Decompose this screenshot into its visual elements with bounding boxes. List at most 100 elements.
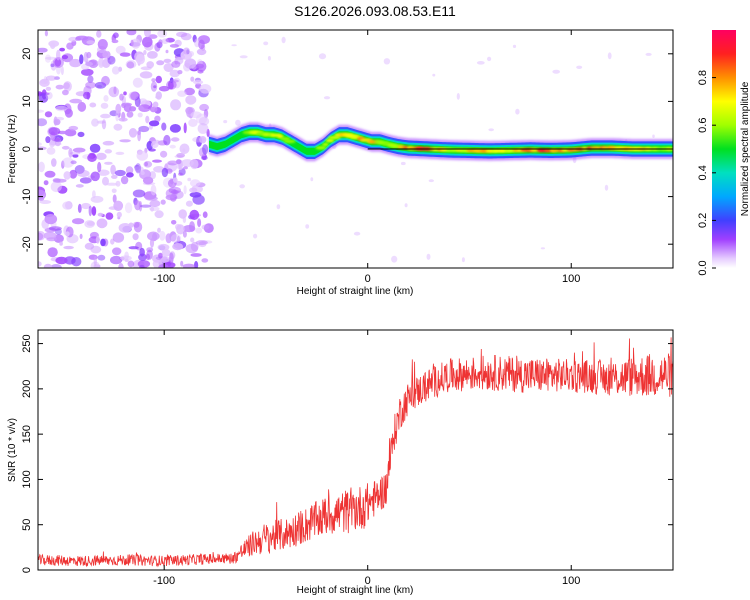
noise-blob [64,256,76,265]
noise-blob [138,253,147,261]
noise-blob [116,211,122,218]
noise-blob [126,111,134,118]
noise-blob [132,189,146,198]
noise-blob [100,113,111,119]
trace-hotspot [283,139,296,144]
noise-blob [100,102,109,109]
spectrogram-y-axis-title: Frequency (Hz) [7,115,18,184]
noise-blob [48,40,60,47]
spectrogram-signal-trace [209,122,673,162]
noise-blob [169,44,179,48]
noise-blob [143,104,149,109]
noise-blob [63,171,71,180]
noise-blob [604,184,609,191]
noise-blob [40,79,49,85]
noise-blob [183,122,187,134]
noise-blob [197,123,209,134]
noise-blob [97,39,108,50]
noise-blob [84,242,95,250]
x-tick-label: 0 [365,273,371,285]
noise-blob [426,253,431,260]
noise-blob [68,147,73,158]
noise-blob [168,186,181,194]
noise-blob [74,165,85,174]
noise-blob [62,89,69,96]
noise-blob [161,167,169,178]
noise-blob [95,152,107,160]
noise-blob [155,75,162,84]
noise-blob [137,112,143,118]
noise-blob [189,192,202,198]
noise-blob [157,30,168,38]
noise-blob [151,78,156,83]
noise-blob [77,203,82,213]
noise-blob [94,81,107,89]
noise-blob [253,233,258,239]
noise-blob [143,30,151,38]
noise-blob [131,38,141,49]
colorbar-tick-label: 0.2 [697,213,709,228]
snr-y-axis-title: SNR (10 * v/v) [7,418,18,482]
noise-blob [139,71,153,79]
noise-blob [128,91,139,101]
spectrogram-x-axis-title: Height of straight line (km) [297,286,414,297]
noise-blob [189,221,195,232]
noise-blob [182,230,187,238]
noise-blob [63,82,70,90]
noise-blob [156,60,165,66]
snr-x-ticks: -100 0 100 [153,330,580,587]
noise-blob [134,200,142,211]
noise-blob [112,247,122,256]
noise-blob [115,111,119,122]
noise-blob [176,224,185,235]
noise-blob [128,128,138,138]
noise-blob [38,232,44,241]
noise-blob [79,177,92,184]
noise-blob [97,254,106,261]
snr-frame [37,329,674,571]
noise-blob [83,51,89,63]
noise-blob [161,249,171,257]
noise-blob [89,143,101,153]
noise-blob [128,246,139,250]
noise-blob [182,263,196,268]
colorbar-tick-label: 0.6 [697,118,709,133]
noise-blob [190,241,199,252]
noise-blob [66,42,74,50]
noise-blob [111,39,119,44]
noise-blob [121,102,132,107]
noise-blob [55,256,68,265]
noise-blob [512,44,517,49]
noise-blob [170,137,180,142]
spectrogram-noise-region [38,30,655,268]
noise-blob [183,47,190,55]
noise-blob [105,212,114,220]
noise-blob [540,247,546,250]
noise-blob [77,131,85,138]
noise-blob [59,47,65,52]
noise-blob [111,66,120,75]
noise-blob [38,146,47,151]
noise-blob [61,160,65,169]
noise-blob [149,171,156,180]
noise-blob [198,39,205,50]
noise-blob [143,50,147,55]
noise-blob [63,245,74,250]
noise-blob [158,39,163,45]
noise-blob [153,85,157,89]
noise-blob [152,101,159,108]
noise-blob [84,220,95,228]
noise-blob [87,75,94,84]
noise-blob [461,257,465,263]
noise-blob [199,136,207,144]
noise-blob [172,243,184,251]
y-tick-label: 0 [21,567,33,573]
noise-blob [47,247,58,258]
noise-blob [165,37,175,43]
noise-blob [147,231,160,241]
noise-blob [104,161,113,165]
noise-blob [65,231,70,237]
noise-blob [176,159,182,165]
noise-blob [223,120,228,124]
